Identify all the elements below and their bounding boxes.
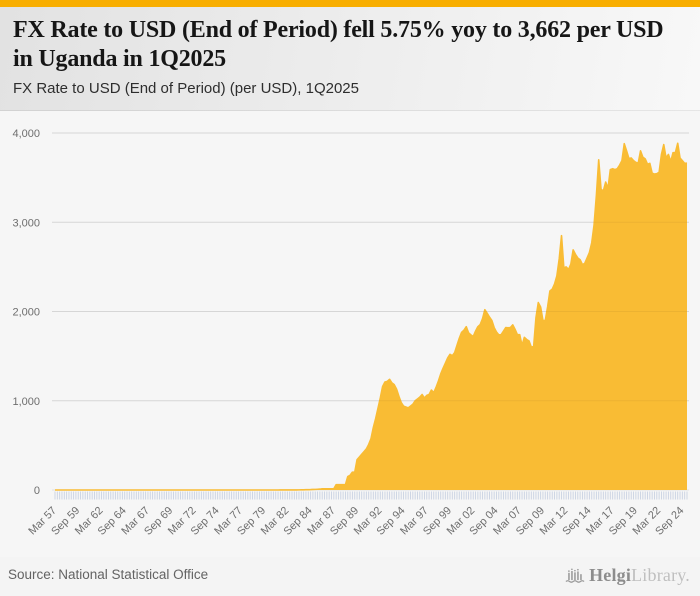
accent-top-bar [0,0,700,7]
svg-text:4,000: 4,000 [12,128,40,140]
svg-text:3,000: 3,000 [12,217,40,229]
logo-library-text: Library. [631,565,690,585]
logo-wordmark: HelgiLibrary. [589,565,690,586]
chart-area: 0 1,000 2,000 3,000 4,000 Mar 57 Sep 59 Mar 62 S… [0,111,700,557]
helgi-library-logo[interactable]: HelgiLibrary. [565,565,690,586]
svg-text:0: 0 [34,485,40,497]
svg-text:1,000: 1,000 [12,396,40,408]
chart-header: FX Rate to USD (End of Period) fell 5.75… [0,7,700,111]
helgi-logo-icon [565,567,585,583]
page-title: FX Rate to USD (End of Period) fell 5.75… [13,17,664,72]
svg-text:2,000: 2,000 [12,307,40,319]
chart-subtitle: FX Rate to USD (End of Period) (per USD)… [13,79,359,97]
footer: Source: National Statistical Office Helg… [0,557,700,596]
source-label: Source: National Statistical Office [8,567,209,582]
logo-helgi-text: Helgi [589,565,632,585]
